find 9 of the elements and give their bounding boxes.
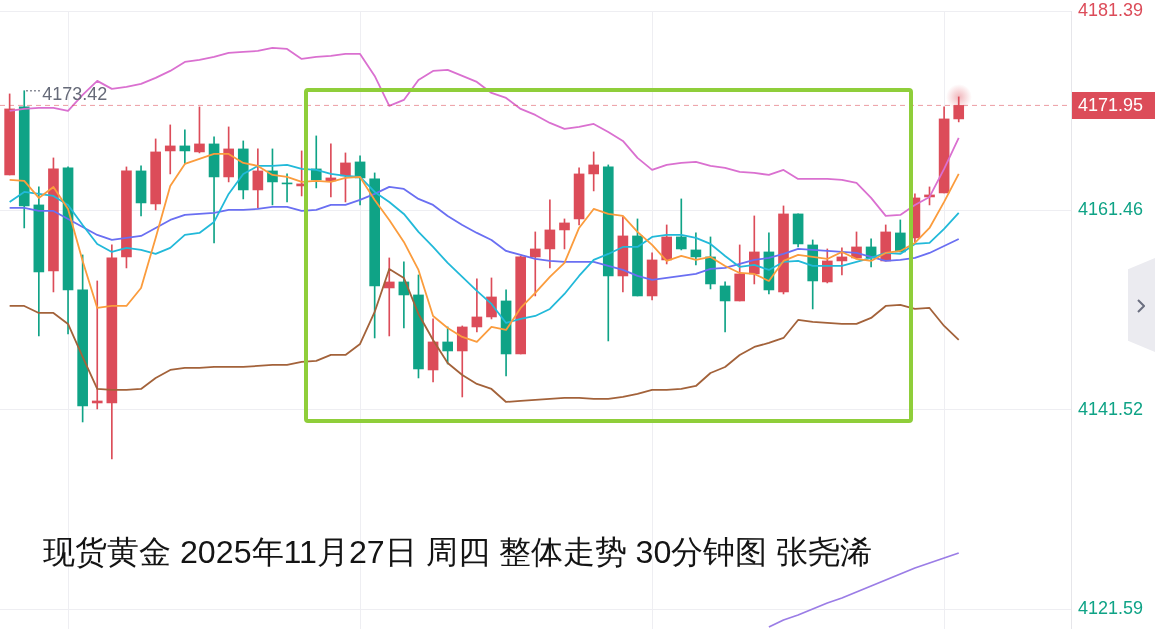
y-tick-label: 4181.39 <box>1078 0 1144 20</box>
ref-line-label: 4171.95 <box>1078 95 1144 116</box>
text: 现货黄金 2025年11月27日 周四 整体走势 30分钟图 张尧浠 <box>43 534 873 570</box>
candlestick <box>588 151 600 192</box>
y-tick-label: 4141.52 <box>1078 398 1144 419</box>
y-tick-label: 4161.46 <box>1078 199 1144 220</box>
candlestick <box>164 124 176 175</box>
candlestick <box>529 231 541 297</box>
y-tick-label: 4121.59 <box>1078 598 1144 619</box>
